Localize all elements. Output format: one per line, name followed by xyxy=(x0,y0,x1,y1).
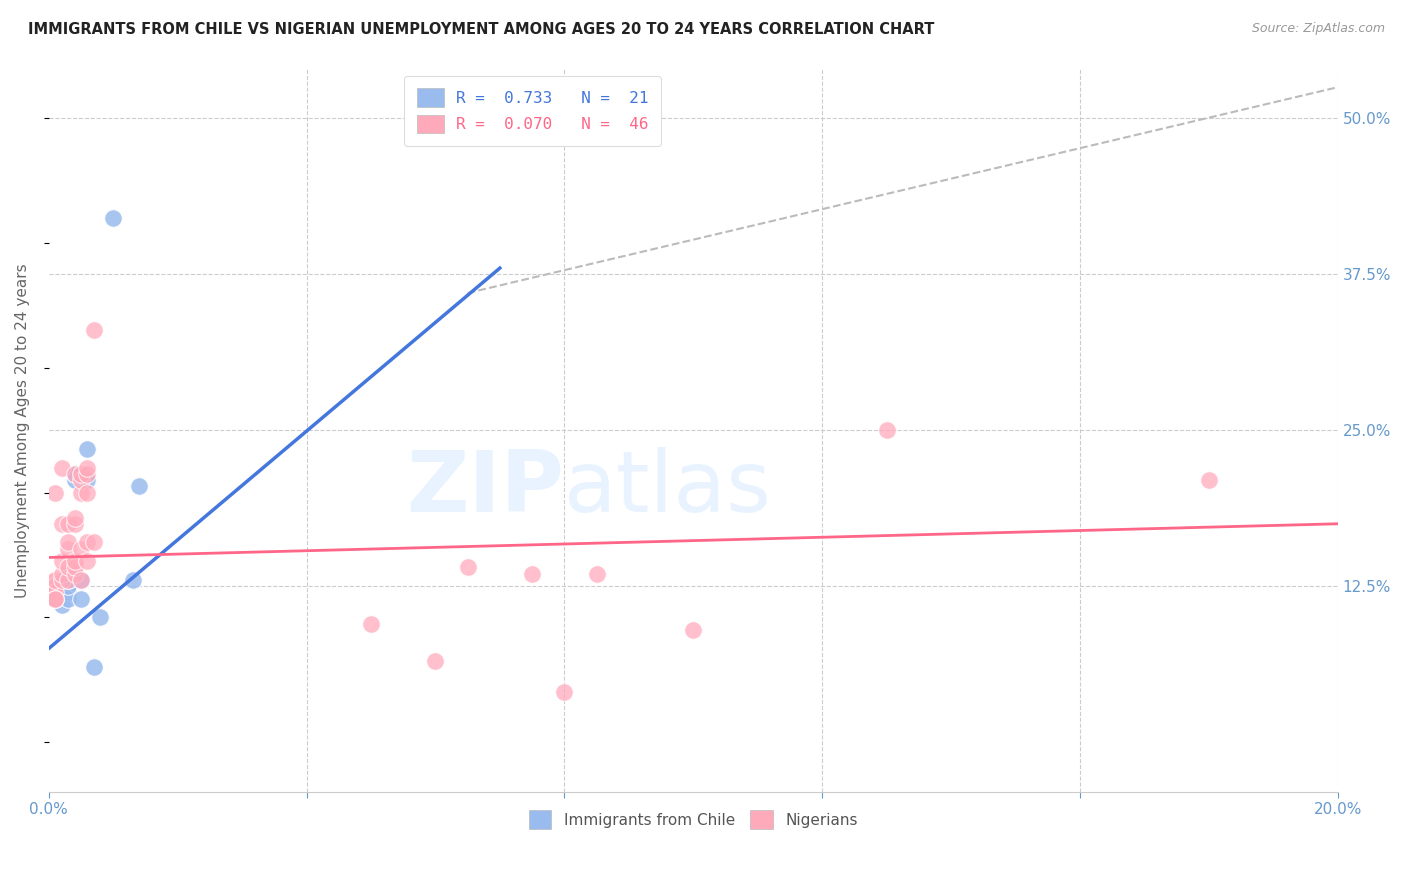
Point xyxy=(44,591,66,606)
Point xyxy=(83,660,105,674)
Text: ZIP: ZIP xyxy=(406,447,564,530)
Point xyxy=(44,591,66,606)
Point xyxy=(63,560,86,574)
Point xyxy=(44,585,66,599)
Text: IMMIGRANTS FROM CHILE VS NIGERIAN UNEMPLOYMENT AMONG AGES 20 TO 24 YEARS CORRELA: IMMIGRANTS FROM CHILE VS NIGERIAN UNEMPL… xyxy=(28,22,935,37)
Point xyxy=(56,573,79,587)
Point xyxy=(51,460,73,475)
Point xyxy=(63,516,86,531)
Point xyxy=(121,573,143,587)
Point xyxy=(70,485,93,500)
Point xyxy=(76,442,98,456)
Point xyxy=(76,535,98,549)
Point xyxy=(44,573,66,587)
Point xyxy=(1198,473,1220,487)
Point xyxy=(70,473,93,487)
Point xyxy=(83,323,105,337)
Point xyxy=(70,541,93,556)
Point xyxy=(89,610,111,624)
Point xyxy=(63,473,86,487)
Point xyxy=(70,467,93,481)
Point xyxy=(585,566,607,581)
Point xyxy=(103,211,125,226)
Point xyxy=(63,467,86,481)
Point xyxy=(128,479,150,493)
Point xyxy=(360,616,382,631)
Point xyxy=(51,598,73,612)
Point xyxy=(51,566,73,581)
Point xyxy=(553,685,575,699)
Point xyxy=(44,591,66,606)
Point xyxy=(44,485,66,500)
Point xyxy=(63,566,86,581)
Point xyxy=(56,579,79,593)
Point xyxy=(51,516,73,531)
Point xyxy=(44,585,66,599)
Point xyxy=(83,535,105,549)
Point xyxy=(56,535,79,549)
Point xyxy=(51,554,73,568)
Point xyxy=(70,591,93,606)
Point xyxy=(63,510,86,524)
Point xyxy=(44,579,66,593)
Text: Source: ZipAtlas.com: Source: ZipAtlas.com xyxy=(1251,22,1385,36)
Point xyxy=(56,573,79,587)
Point xyxy=(56,516,79,531)
Point xyxy=(51,579,73,593)
Point xyxy=(457,560,479,574)
Point xyxy=(76,554,98,568)
Y-axis label: Unemployment Among Ages 20 to 24 years: Unemployment Among Ages 20 to 24 years xyxy=(15,263,30,598)
Point xyxy=(70,573,93,587)
Point xyxy=(44,579,66,593)
Legend: Immigrants from Chile, Nigerians: Immigrants from Chile, Nigerians xyxy=(523,804,863,835)
Point xyxy=(76,485,98,500)
Point xyxy=(876,423,898,437)
Point xyxy=(44,591,66,606)
Text: atlas: atlas xyxy=(564,447,772,530)
Point xyxy=(76,467,98,481)
Point xyxy=(51,573,73,587)
Point xyxy=(56,541,79,556)
Point xyxy=(63,554,86,568)
Point xyxy=(56,585,79,599)
Point xyxy=(44,573,66,587)
Point xyxy=(70,573,93,587)
Point xyxy=(56,591,79,606)
Point xyxy=(51,573,73,587)
Point xyxy=(56,560,79,574)
Point xyxy=(76,473,98,487)
Point xyxy=(425,654,447,668)
Point xyxy=(682,623,704,637)
Point xyxy=(70,467,93,481)
Point xyxy=(76,460,98,475)
Point xyxy=(63,467,86,481)
Point xyxy=(520,566,543,581)
